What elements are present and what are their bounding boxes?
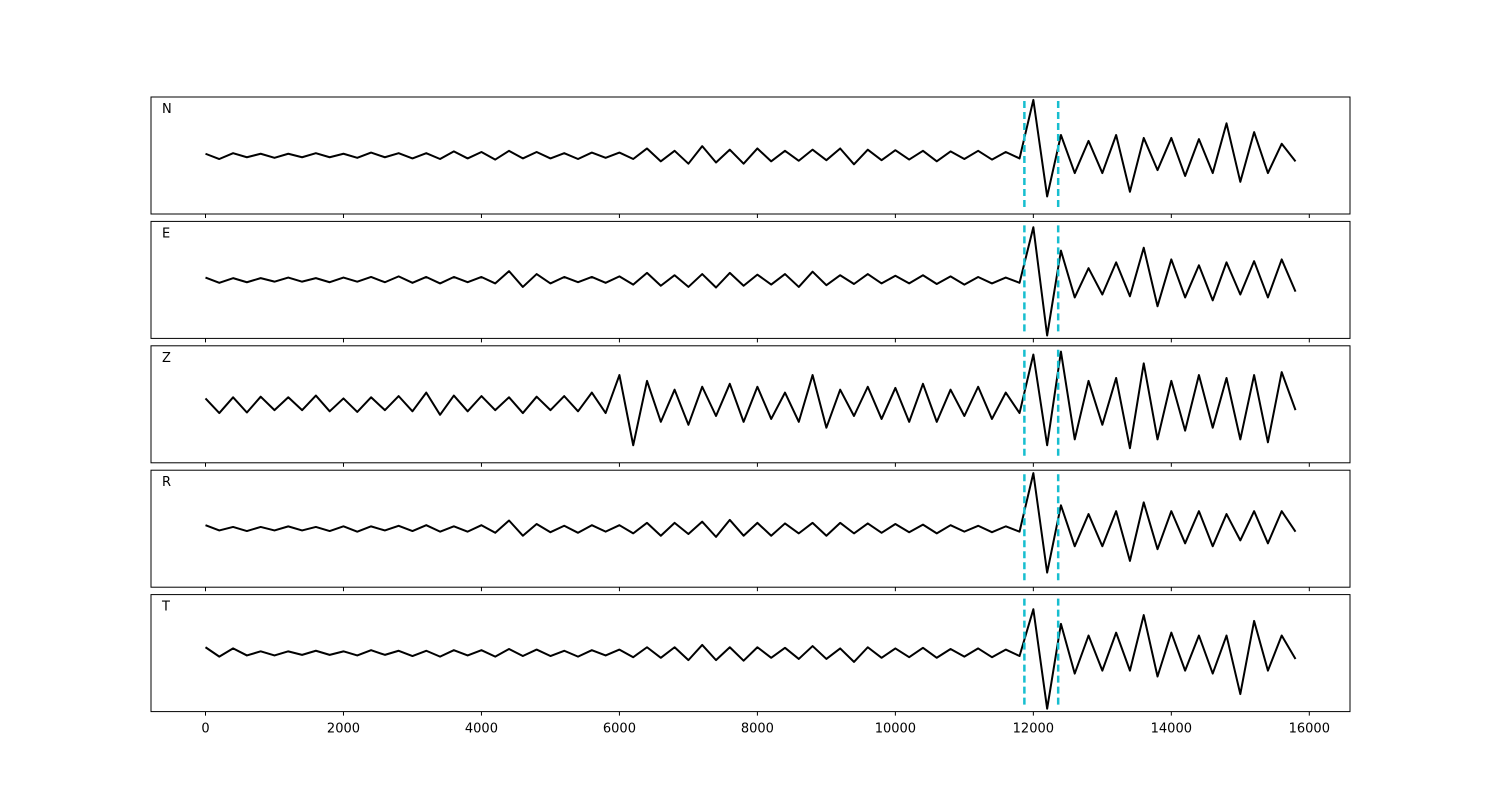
panel-frame: [150, 220, 1351, 339]
x-tick-label: 8000: [741, 722, 774, 737]
trace: [205, 472, 1297, 574]
x-tick-label: 4000: [465, 722, 498, 737]
trace: [204, 350, 1297, 450]
trace: [205, 226, 1297, 337]
x-tick-label: 6000: [603, 722, 636, 737]
panel-label: E: [162, 226, 170, 241]
trace: [205, 98, 1297, 198]
x-tick-label: 12000: [1013, 722, 1054, 737]
x-tick-label: 16000: [1289, 722, 1330, 737]
panel-label: R: [162, 475, 171, 490]
x-tick-label: 14000: [1151, 722, 1192, 737]
panel-frame: [150, 96, 1351, 215]
panel-label: N: [162, 102, 172, 117]
x-tick-label: 0: [201, 722, 209, 737]
x-tick-label: 10000: [875, 722, 916, 737]
panel-label: T: [161, 600, 170, 615]
x-tick-label: 2000: [327, 722, 360, 737]
panel-frame: [150, 469, 1351, 588]
panel-label: Z: [162, 351, 171, 366]
panel-frame: [150, 345, 1351, 464]
trace: [204, 608, 1297, 710]
panel-frame: [150, 594, 1351, 713]
